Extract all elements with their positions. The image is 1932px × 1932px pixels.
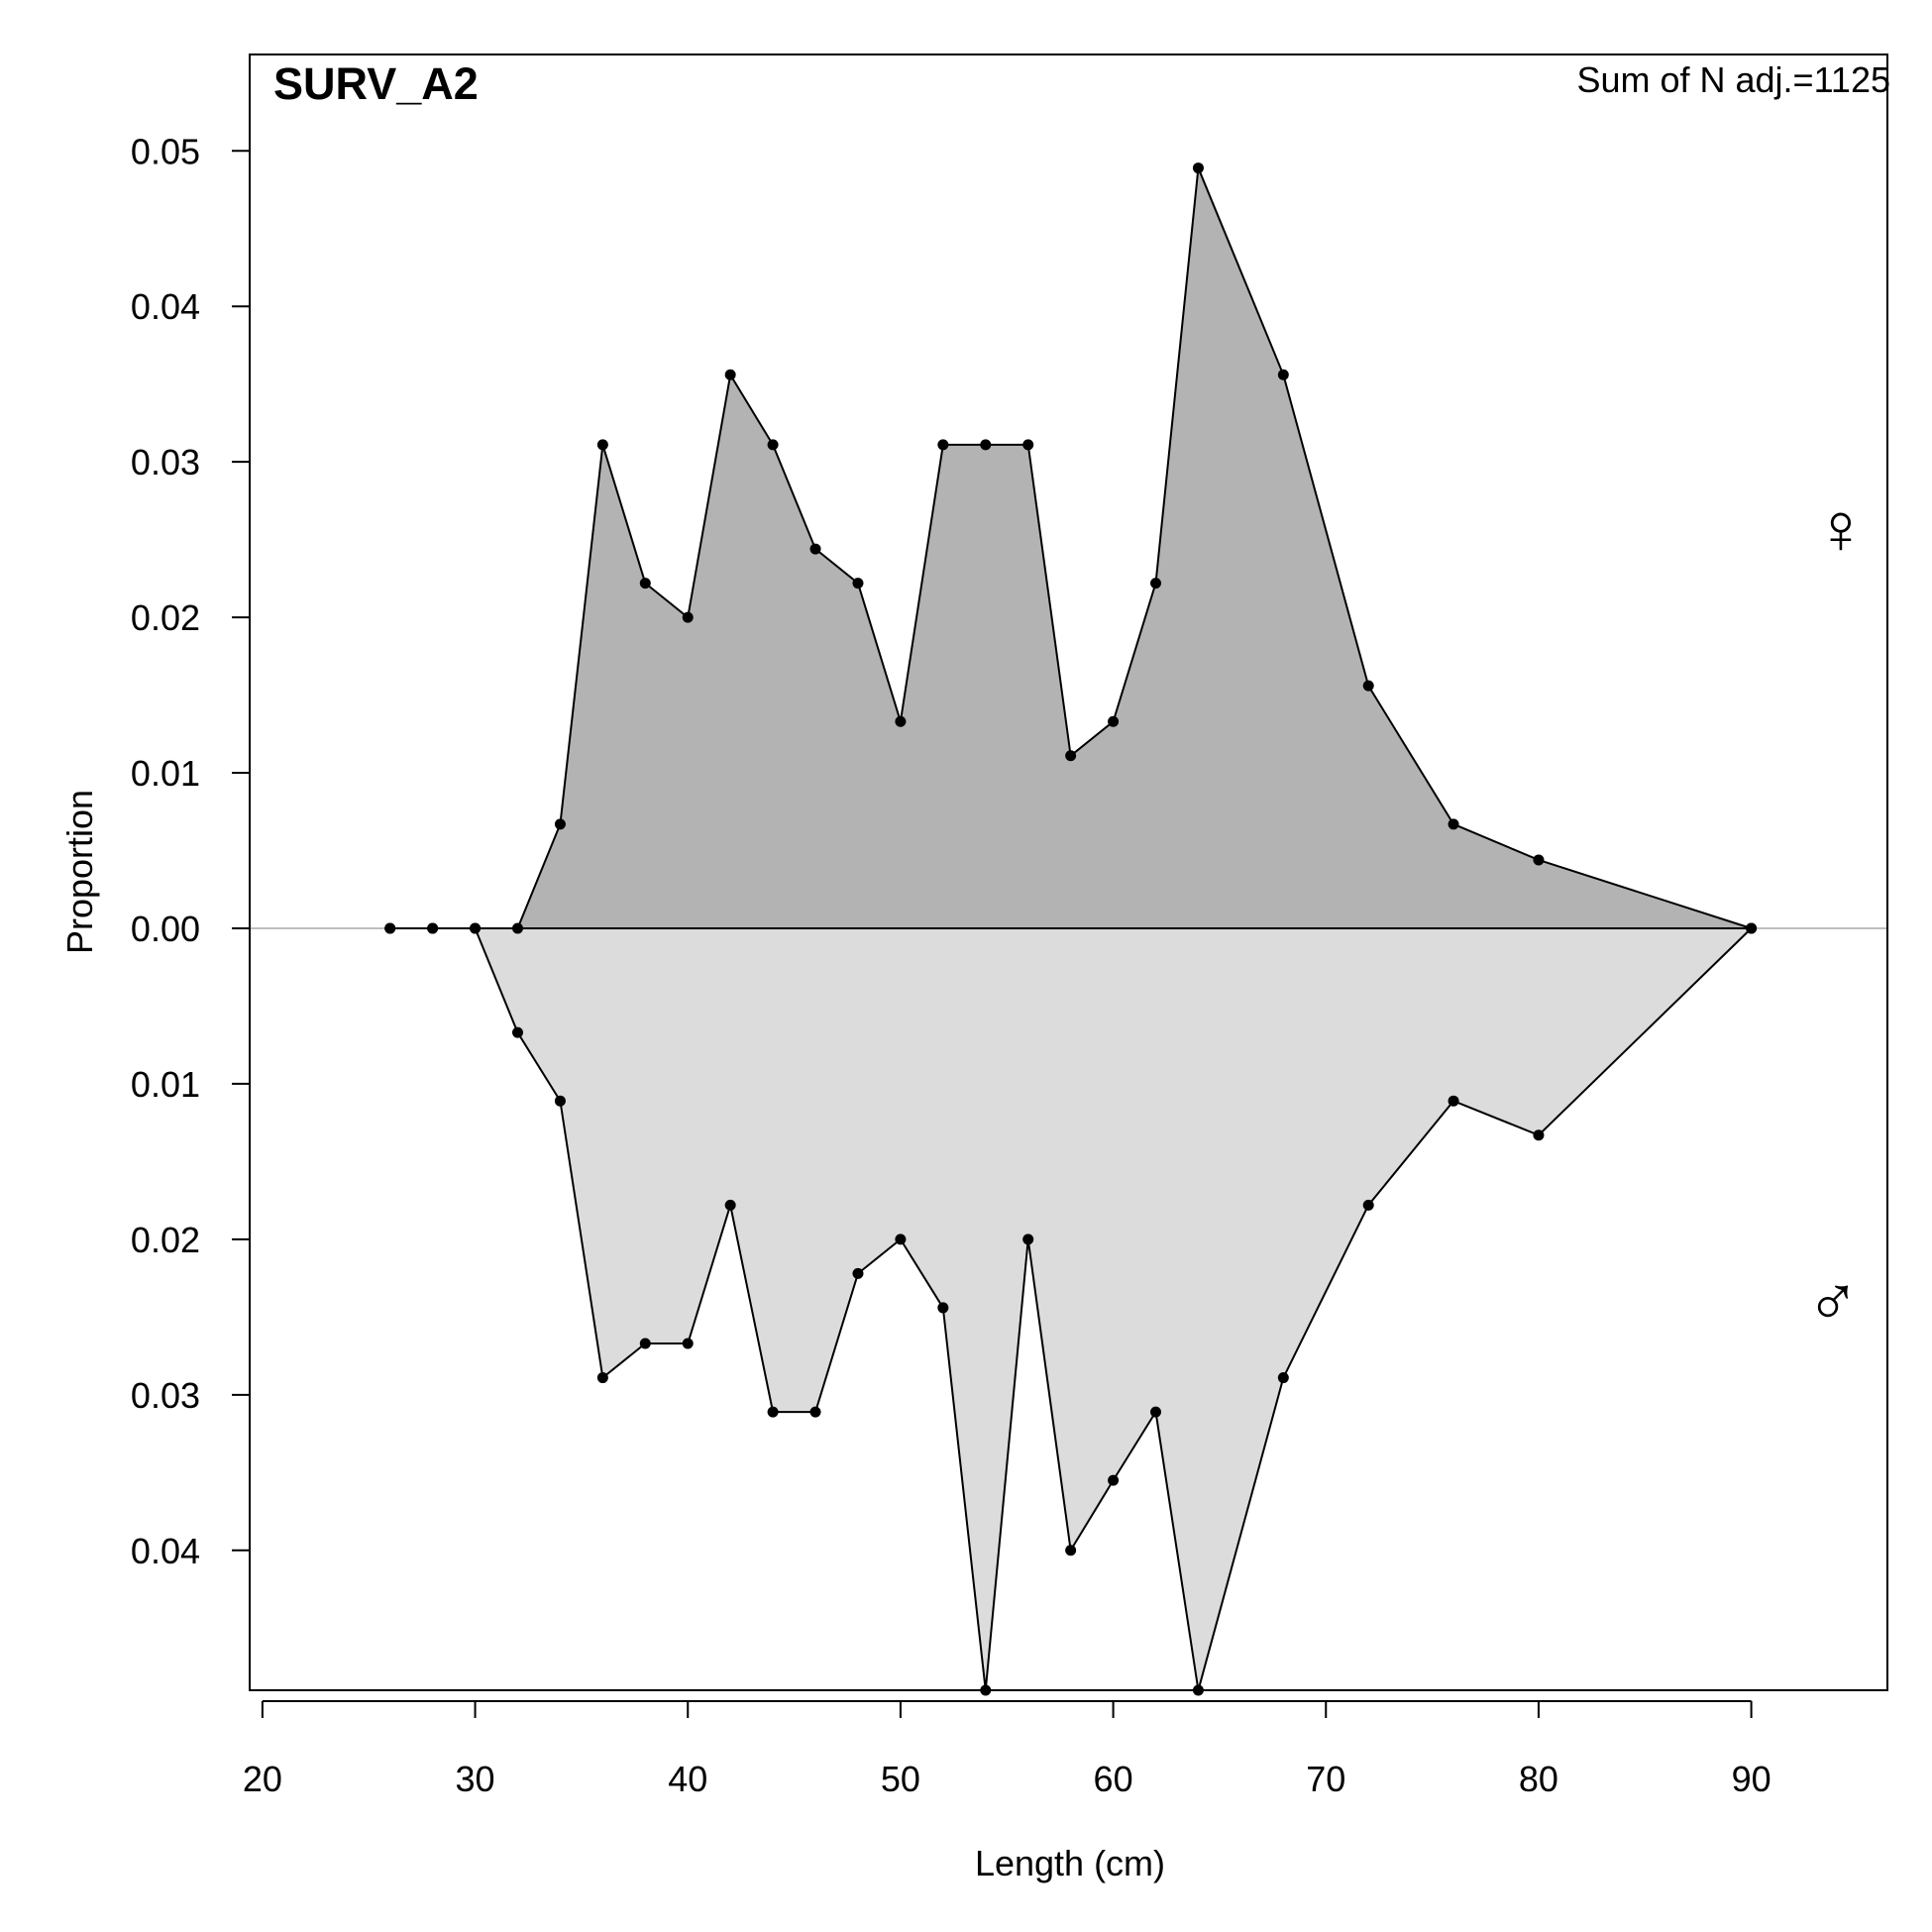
data-point-female <box>1362 680 1374 692</box>
data-point-male <box>511 1026 523 1038</box>
data-point-male <box>1746 922 1758 934</box>
male-symbol-icon: ♂ <box>1806 1262 1860 1342</box>
y-tick-label: 0.04 <box>131 1531 200 1571</box>
data-point-male <box>767 1406 779 1418</box>
data-point-female <box>1192 162 1204 174</box>
x-tick-label: 50 <box>881 1759 920 1799</box>
data-point-female <box>511 922 523 934</box>
data-point-female <box>809 543 821 555</box>
data-point-female <box>980 439 992 451</box>
data-point-male <box>682 1338 694 1349</box>
data-point-male <box>554 1095 566 1107</box>
data-point-male <box>1150 1406 1162 1418</box>
data-point-male <box>1065 1545 1077 1556</box>
data-point-female <box>554 818 566 830</box>
data-point-male <box>1362 1199 1374 1211</box>
chart-title: SURV_A2 <box>273 58 479 109</box>
data-point-male <box>1533 1129 1545 1141</box>
data-point-female <box>596 439 608 451</box>
series-fill-female <box>517 167 1752 928</box>
data-point-male <box>470 922 482 934</box>
y-tick-label: 0.04 <box>131 286 200 327</box>
data-point-female <box>639 578 651 590</box>
data-point-female <box>852 578 864 590</box>
sample-size-annotation: Sum of N adj.=1125 <box>1576 59 1890 100</box>
data-point-male <box>639 1338 651 1349</box>
x-tick-label: 80 <box>1519 1759 1558 1799</box>
y-tick-label: 0.01 <box>131 1064 200 1105</box>
data-point-female <box>1277 369 1289 380</box>
data-point-male <box>1108 1474 1120 1486</box>
plot-area <box>249 54 1888 1696</box>
data-point-female <box>682 611 694 623</box>
data-point-male <box>427 922 439 934</box>
y-tick-label: 0.03 <box>131 442 200 483</box>
data-point-female <box>1448 818 1459 830</box>
x-tick-label: 30 <box>456 1759 495 1799</box>
x-axis-label: Length (cm) <box>975 1843 1165 1883</box>
data-point-female <box>1150 578 1162 590</box>
y-tick-label: 0.03 <box>131 1375 200 1416</box>
x-axis: 20 30 40 50 60 70 80 90 <box>243 1700 1771 1799</box>
data-point-male <box>596 1372 608 1384</box>
data-point-female <box>724 369 736 380</box>
data-point-male <box>937 1302 949 1314</box>
data-point-female <box>1533 854 1545 866</box>
x-tick-label: 40 <box>668 1759 707 1799</box>
data-point-male <box>384 922 396 934</box>
x-tick-label: 20 <box>243 1759 282 1799</box>
y-tick-label: 0.00 <box>131 909 200 949</box>
data-point-female <box>1065 750 1077 762</box>
x-tick-label: 70 <box>1306 1759 1345 1799</box>
y-tick-label: 0.02 <box>131 597 200 638</box>
series-points <box>384 162 1758 1696</box>
y-tick-label: 0.01 <box>131 753 200 794</box>
data-point-male <box>895 1234 907 1245</box>
data-point-male <box>1277 1372 1289 1384</box>
x-tick-label: 90 <box>1732 1759 1771 1799</box>
y-tick-label: 0.05 <box>131 131 200 171</box>
data-point-female <box>937 439 949 451</box>
female-symbol-icon: ♀ <box>1814 489 1868 569</box>
data-point-female <box>1022 439 1034 451</box>
area-fills <box>475 167 1752 1690</box>
y-tick-label: 0.02 <box>131 1220 200 1260</box>
data-point-male <box>724 1199 736 1211</box>
data-point-female <box>767 439 779 451</box>
data-point-male <box>1022 1234 1034 1245</box>
data-point-male <box>809 1406 821 1418</box>
data-point-male <box>852 1267 864 1279</box>
series-fill-male <box>475 927 1752 1690</box>
data-point-female <box>1108 715 1120 727</box>
data-point-female <box>895 715 907 727</box>
x-tick-label: 60 <box>1094 1759 1133 1799</box>
y-axis-label: Proportion <box>59 790 100 954</box>
y-axis: 0.05 0.04 0.03 0.02 0.01 0.00 0.01 0.02 0.03 0.04 <box>131 131 251 1571</box>
data-point-male <box>1448 1095 1459 1107</box>
